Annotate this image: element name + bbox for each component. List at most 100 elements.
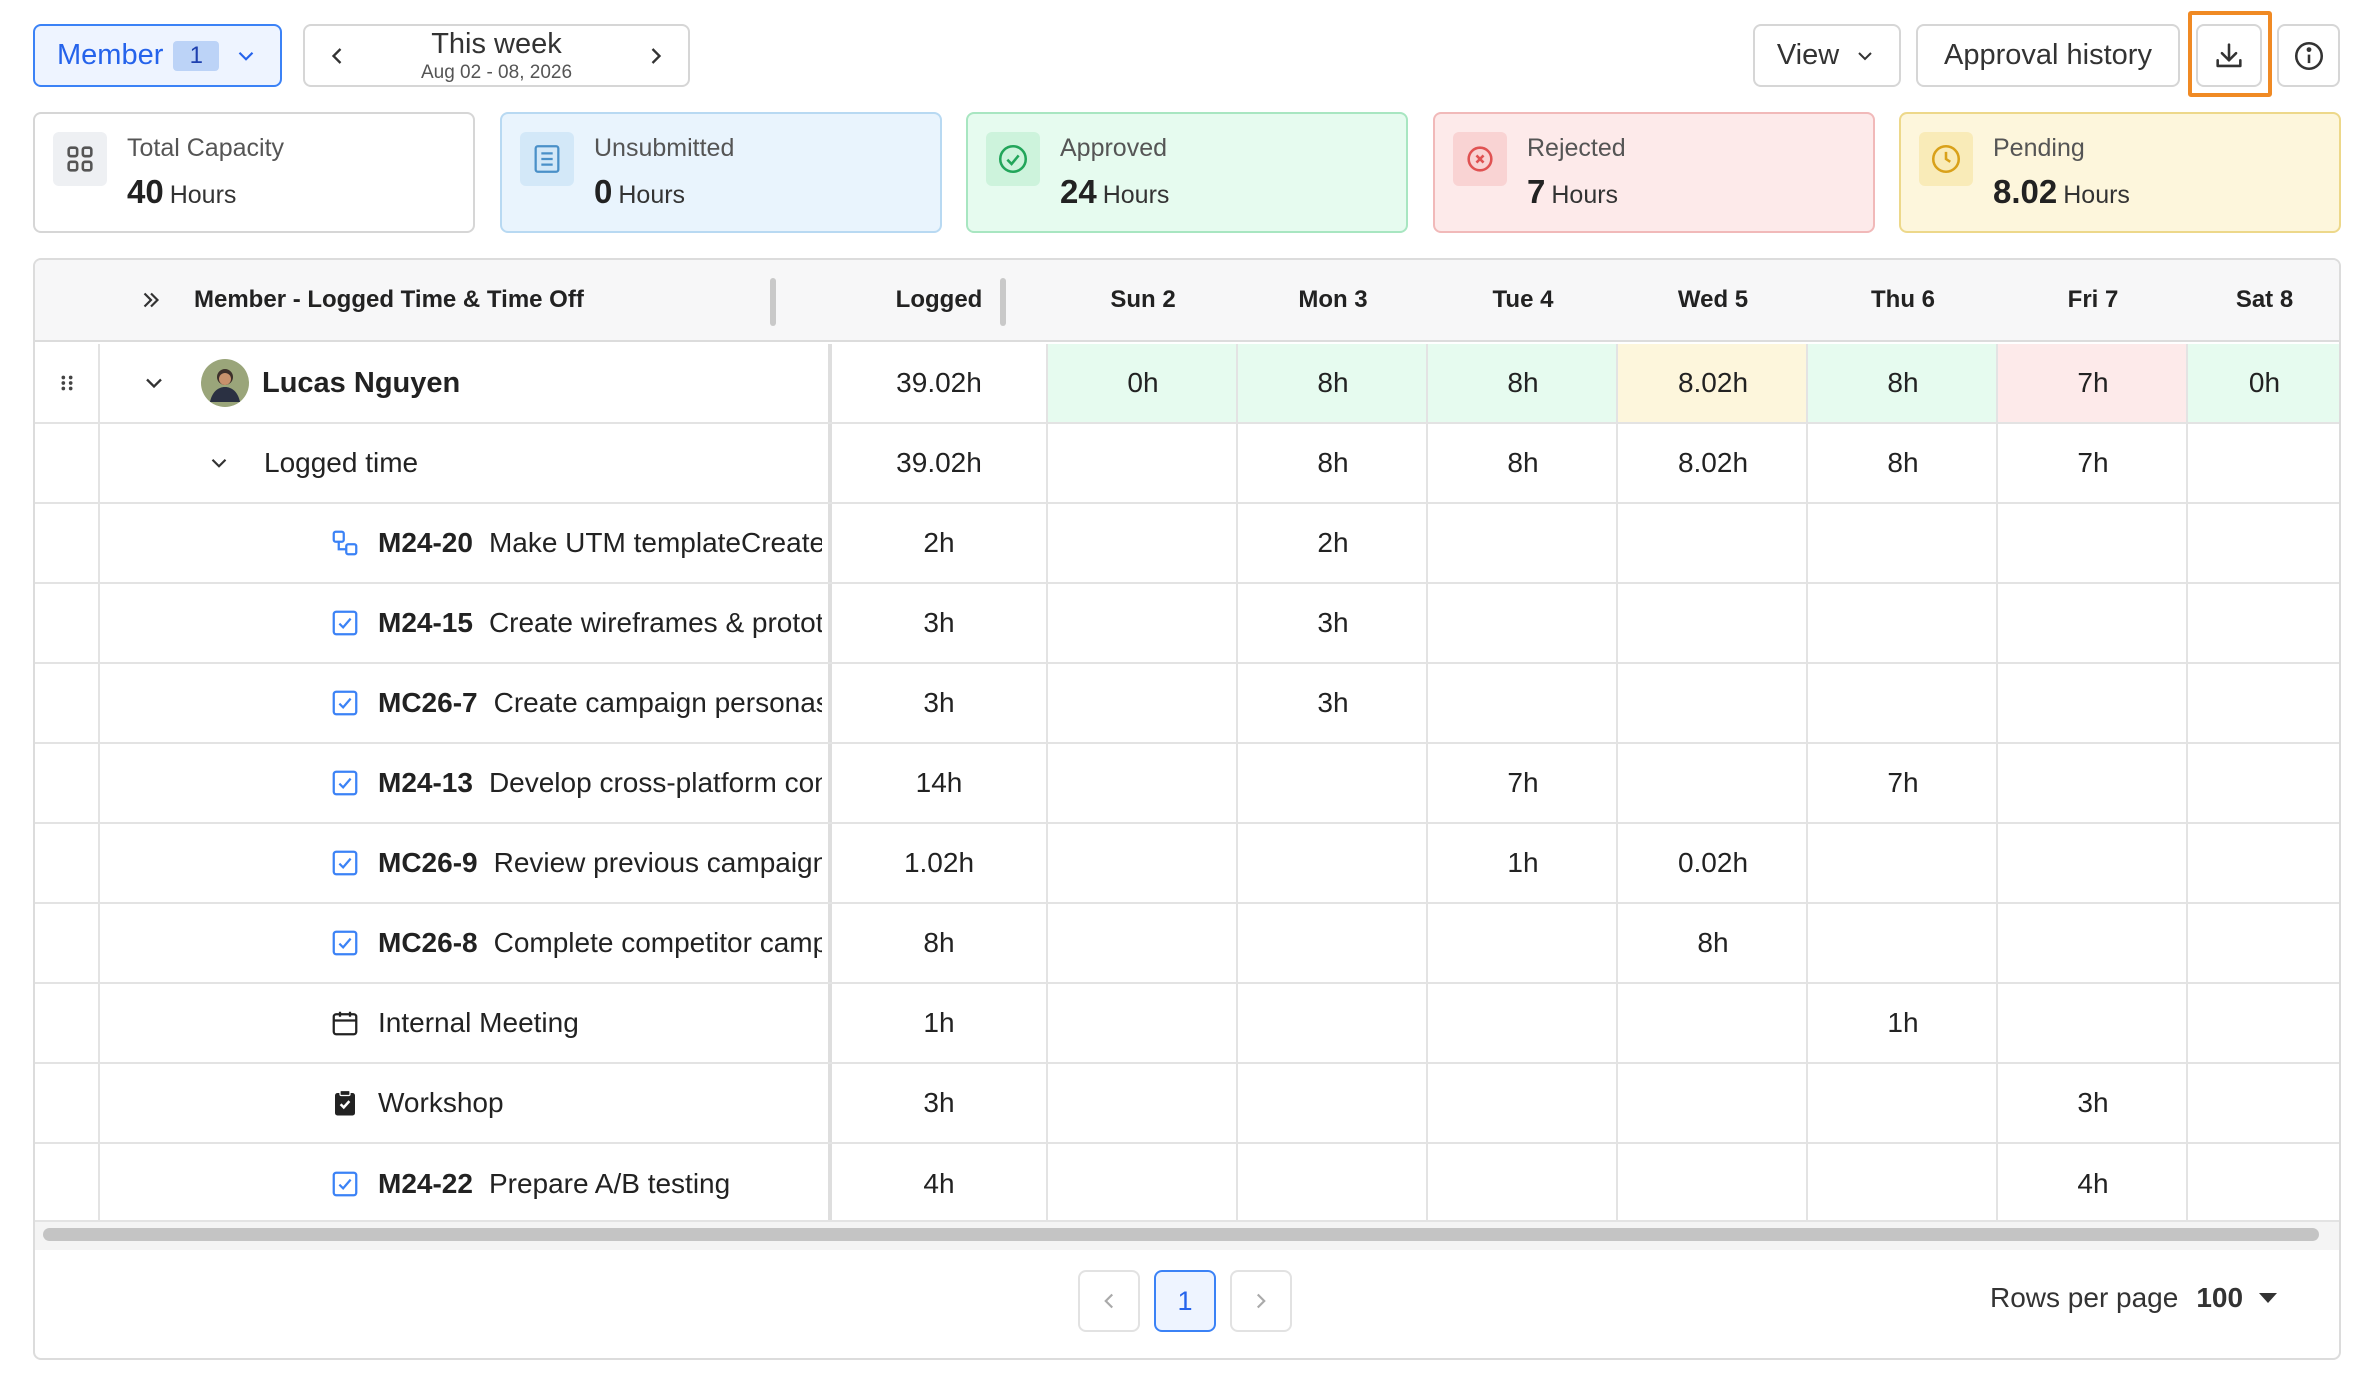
day-hours-cell[interactable] xyxy=(1048,1064,1238,1142)
day-hours-cell[interactable]: 0h xyxy=(1048,344,1238,422)
task-code[interactable]: M24-15 xyxy=(378,607,473,638)
column-resize-handle[interactable] xyxy=(1000,278,1006,326)
day-hours-cell[interactable]: 8.02h xyxy=(1618,344,1808,422)
day-hours-cell[interactable] xyxy=(1618,1064,1808,1142)
next-week-chevron-right-icon[interactable] xyxy=(642,42,670,70)
task-title[interactable]: Complete competitor camp xyxy=(493,927,822,958)
day-hours-cell[interactable]: 1h xyxy=(1507,847,1539,878)
day-hours-cell[interactable] xyxy=(1998,664,2188,742)
task-code[interactable]: M24-22 xyxy=(378,1168,473,1199)
task-title[interactable]: Prepare A/B testing xyxy=(488,1168,731,1199)
day-hours-cell[interactable] xyxy=(1428,1144,1618,1224)
day-hours-cell[interactable]: 7h xyxy=(2077,447,2109,478)
collapse-chevron-down-icon[interactable] xyxy=(140,369,168,397)
day-hours-cell[interactable] xyxy=(1808,664,1998,742)
day-hours-cell[interactable]: 8h xyxy=(1507,447,1539,478)
day-hours-cell[interactable] xyxy=(1048,424,1238,502)
day-hours-cell[interactable]: 8h xyxy=(1428,344,1618,422)
member-name[interactable]: Lucas Nguyen xyxy=(262,366,461,399)
day-hours-cell[interactable] xyxy=(1998,984,2188,1062)
download-button[interactable] xyxy=(2196,24,2262,87)
day-hours-cell[interactable] xyxy=(1998,584,2188,662)
day-hours-cell[interactable] xyxy=(2188,584,2339,662)
day-hours-cell[interactable]: 7h xyxy=(1887,767,1919,798)
day-hours-cell[interactable] xyxy=(1428,984,1618,1062)
task-code[interactable]: MC26-8 xyxy=(378,927,478,958)
view-button[interactable]: View xyxy=(1753,24,1901,87)
prev-page-button[interactable] xyxy=(1078,1270,1140,1332)
collapse-chevron-down-icon[interactable] xyxy=(206,450,232,476)
task-title[interactable]: Make UTM templateCreate xyxy=(488,527,822,558)
day-hours-cell[interactable] xyxy=(1808,584,1998,662)
task-title[interactable]: Workshop xyxy=(378,1087,504,1118)
day-hours-cell[interactable] xyxy=(2188,904,2339,982)
day-hours-cell[interactable] xyxy=(2188,984,2339,1062)
day-hours-cell[interactable] xyxy=(1998,744,2188,822)
day-hours-cell[interactable]: 8h xyxy=(1808,344,1998,422)
task-title[interactable]: Develop cross-platform con xyxy=(488,767,822,798)
day-hours-cell[interactable] xyxy=(1808,1064,1998,1142)
day-hours-cell[interactable] xyxy=(1618,584,1808,662)
day-hours-cell[interactable]: 8h xyxy=(1697,927,1729,958)
day-hours-cell[interactable]: 8h xyxy=(1887,447,1919,478)
day-hours-cell[interactable] xyxy=(1618,1144,1808,1224)
day-hours-cell[interactable] xyxy=(2188,744,2339,822)
day-hours-cell[interactable]: 3h xyxy=(1317,687,1349,718)
day-hours-cell[interactable] xyxy=(2188,1064,2339,1142)
day-hours-cell[interactable] xyxy=(1238,904,1428,982)
horizontal-scrollbar[interactable] xyxy=(43,1228,2319,1241)
day-hours-cell[interactable] xyxy=(1998,504,2188,582)
column-resize-handle[interactable] xyxy=(770,278,776,326)
info-button[interactable] xyxy=(2277,24,2340,87)
day-hours-cell[interactable]: 8h xyxy=(1317,447,1349,478)
day-hours-cell[interactable] xyxy=(1808,1144,1998,1224)
day-hours-cell[interactable] xyxy=(1618,984,1808,1062)
day-hours-cell[interactable]: 8.02h xyxy=(1677,447,1749,478)
task-code[interactable]: MC26-9 xyxy=(378,847,478,878)
day-hours-cell[interactable] xyxy=(2188,504,2339,582)
day-hours-cell[interactable]: 3h xyxy=(2077,1087,2109,1118)
day-hours-cell[interactable]: 0h xyxy=(2188,344,2339,422)
day-hours-cell[interactable] xyxy=(1808,904,1998,982)
page-1-button[interactable]: 1 xyxy=(1154,1270,1216,1332)
day-hours-cell[interactable] xyxy=(1048,824,1238,902)
rows-per-page-selector[interactable]: Rows per page 100 xyxy=(1990,1282,2278,1314)
day-hours-cell[interactable] xyxy=(1808,824,1998,902)
task-title[interactable]: Internal Meeting xyxy=(378,1007,579,1038)
day-hours-cell[interactable] xyxy=(1048,904,1238,982)
day-hours-cell[interactable] xyxy=(1428,504,1618,582)
drag-handle-icon[interactable] xyxy=(35,344,98,422)
day-hours-cell[interactable] xyxy=(1048,584,1238,662)
expand-all-double-chevron-icon[interactable] xyxy=(138,287,164,313)
day-hours-cell[interactable] xyxy=(1238,984,1428,1062)
task-code[interactable]: M24-13 xyxy=(378,767,473,798)
day-hours-cell[interactable]: 4h xyxy=(2077,1168,2109,1199)
day-hours-cell[interactable] xyxy=(1618,744,1808,822)
day-hours-cell[interactable] xyxy=(1808,504,1998,582)
day-hours-cell[interactable]: 3h xyxy=(1317,607,1349,638)
day-hours-cell[interactable] xyxy=(1238,1064,1428,1142)
day-hours-cell[interactable] xyxy=(1998,824,2188,902)
day-hours-cell[interactable] xyxy=(1618,504,1808,582)
day-hours-cell[interactable] xyxy=(1048,504,1238,582)
day-hours-cell[interactable] xyxy=(2188,1144,2339,1224)
day-hours-cell[interactable]: 7h xyxy=(1507,767,1539,798)
day-hours-cell[interactable] xyxy=(1428,584,1618,662)
day-hours-cell[interactable]: 7h xyxy=(1998,344,2188,422)
day-hours-cell[interactable] xyxy=(1238,1144,1428,1224)
day-hours-cell[interactable] xyxy=(1048,664,1238,742)
task-code[interactable]: M24-20 xyxy=(378,527,473,558)
member-filter-button[interactable]: Member 1 xyxy=(33,24,282,87)
day-hours-cell[interactable] xyxy=(1238,744,1428,822)
day-hours-cell[interactable] xyxy=(2188,824,2339,902)
day-hours-cell[interactable] xyxy=(1428,1064,1618,1142)
day-hours-cell[interactable] xyxy=(2188,664,2339,742)
day-hours-cell[interactable] xyxy=(1048,1144,1238,1224)
day-hours-cell[interactable]: 0.02h xyxy=(1677,847,1749,878)
prev-week-chevron-left-icon[interactable] xyxy=(323,42,351,70)
task-title[interactable]: Create wireframes & protot xyxy=(488,607,822,638)
day-hours-cell[interactable]: 2h xyxy=(1317,527,1349,558)
task-code[interactable]: MC26-7 xyxy=(378,687,478,718)
day-hours-cell[interactable] xyxy=(1998,904,2188,982)
day-hours-cell[interactable] xyxy=(1048,984,1238,1062)
